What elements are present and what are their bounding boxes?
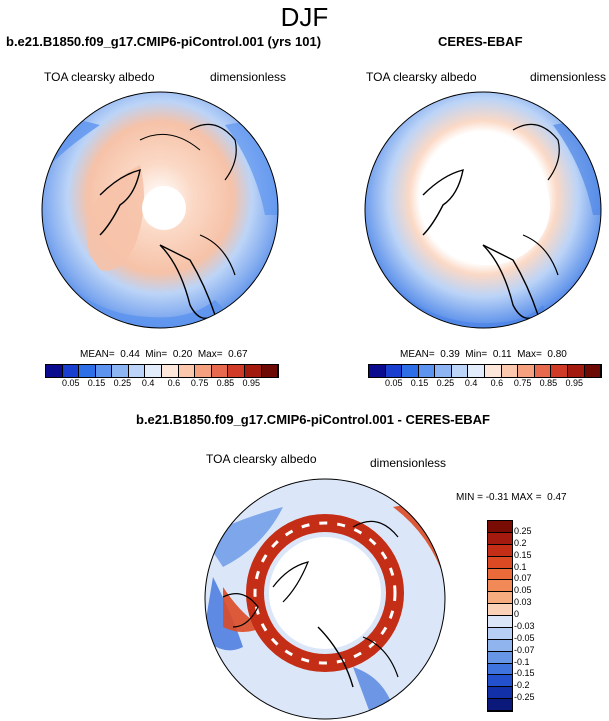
panel1-polar-map bbox=[41, 91, 279, 329]
colorbar-swatch bbox=[369, 365, 386, 377]
panel2-case-name: CERES-EBAF bbox=[438, 34, 523, 49]
colorbar-swatch bbox=[211, 365, 229, 377]
panel1-stats: MEAN= 0.44 Min= 0.20 Max= 0.67 bbox=[80, 349, 248, 360]
colorbar-swatch bbox=[244, 365, 262, 377]
colorbar-swatch bbox=[195, 365, 212, 377]
colorbar-swatch bbox=[435, 365, 452, 377]
colorbar-swatch bbox=[518, 365, 535, 377]
colorbar-tick-label: -0.07 bbox=[514, 644, 535, 655]
colorbar-tick-label: 0.05 bbox=[385, 378, 403, 388]
colorbar-swatch bbox=[488, 627, 512, 640]
panel3-units: dimensionless bbox=[370, 456, 447, 470]
colorbar-swatch bbox=[534, 365, 552, 377]
colorbar-tick-label: 0.2 bbox=[514, 537, 527, 548]
colorbar-swatch bbox=[485, 365, 502, 377]
colorbar-swatch bbox=[488, 651, 512, 664]
panel2-polar-map bbox=[364, 91, 602, 329]
colorbar-swatch bbox=[261, 365, 279, 377]
colorbar-tick-label: -0.15 bbox=[514, 668, 535, 679]
panel1-colorbar bbox=[45, 364, 279, 378]
colorbar-tick-label: 0.85 bbox=[539, 378, 558, 388]
colorbar-tick-label: 0.25 bbox=[514, 525, 532, 536]
panel1-variable: TOA clearsky albedo bbox=[44, 70, 155, 84]
colorbar-tick-label: 0.6 bbox=[490, 378, 504, 388]
colorbar-swatch bbox=[46, 365, 63, 377]
panel3-colorbar bbox=[487, 520, 513, 712]
page-title: DJF bbox=[280, 2, 329, 32]
panel2-units: dimensionless bbox=[530, 70, 607, 84]
colorbar-tick-label: 0.75 bbox=[513, 378, 532, 388]
colorbar-tick-label: 0.03 bbox=[514, 597, 532, 608]
colorbar-swatch bbox=[402, 365, 419, 377]
colorbar-swatch bbox=[567, 365, 585, 377]
colorbar-tick-label: 0.4 bbox=[141, 378, 155, 388]
panel3-colorbar-labels: 0.25 0.2 0.15 0.1 0.07 0.05 0.03 0 -0.03 -0.05 -0.… bbox=[514, 520, 554, 720]
colorbar-swatch bbox=[488, 675, 512, 688]
colorbar-swatch bbox=[488, 699, 512, 711]
colorbar-tick-label: -0.1 bbox=[514, 656, 530, 667]
colorbar-swatch bbox=[488, 592, 512, 605]
panel2-stats: MEAN= 0.39 Min= 0.11 Max= 0.80 bbox=[400, 349, 567, 360]
colorbar-swatch bbox=[551, 365, 568, 377]
colorbar-tick-label: 0 bbox=[514, 609, 520, 619]
panel2-colorbar bbox=[368, 364, 602, 378]
colorbar-swatch bbox=[488, 604, 512, 616]
colorbar-swatch bbox=[584, 365, 602, 377]
colorbar-tick-label: 0.05 bbox=[514, 585, 532, 596]
colorbar-swatch bbox=[162, 365, 179, 377]
colorbar-tick-label: 0.15 bbox=[87, 378, 106, 388]
colorbar-tick-label: 0.15 bbox=[410, 378, 429, 388]
colorbar-swatch bbox=[128, 365, 146, 377]
colorbar-swatch bbox=[488, 639, 512, 652]
colorbar-tick-label: 0.25 bbox=[113, 378, 132, 388]
colorbar-tick-label: 0.25 bbox=[436, 378, 455, 388]
colorbar-swatch bbox=[501, 365, 519, 377]
panel3-case-name: b.e21.B1850.f09_g17.CMIP6-piControl.001 … bbox=[136, 412, 490, 427]
colorbar-swatch bbox=[145, 365, 163, 377]
colorbar-tick-label: -0.2 bbox=[514, 680, 530, 691]
colorbar-swatch bbox=[488, 556, 512, 569]
colorbar-tick-label: 0.85 bbox=[216, 378, 235, 388]
colorbar-swatch bbox=[178, 365, 196, 377]
colorbar-swatch bbox=[488, 544, 512, 557]
colorbar-swatch bbox=[488, 580, 512, 593]
colorbar-tick-label: -0.25 bbox=[514, 692, 535, 703]
colorbar-swatch bbox=[488, 663, 512, 676]
colorbar-swatch bbox=[418, 365, 436, 377]
colorbar-tick-label: 0.05 bbox=[62, 378, 80, 388]
colorbar-swatch bbox=[79, 365, 96, 377]
panel3-polar-map bbox=[204, 478, 446, 720]
colorbar-tick-label: 0.95 bbox=[242, 378, 260, 388]
colorbar-swatch bbox=[451, 365, 469, 377]
panel1-colorbar-labels: 0.05 0.15 0.25 0.4 0.6 0.75 0.85 0.95 bbox=[45, 378, 279, 390]
panel1-case-name: b.e21.B1850.f09_g17.CMIP6-piControl.001 … bbox=[6, 34, 322, 49]
colorbar-tick-label: 0.15 bbox=[514, 549, 532, 560]
panel3-stats: MIN = -0.31 MAX = 0.47 bbox=[456, 492, 567, 503]
colorbar-tick-label: 0.75 bbox=[190, 378, 209, 388]
colorbar-swatch bbox=[468, 365, 486, 377]
colorbar-tick-label: -0.05 bbox=[514, 632, 535, 643]
colorbar-swatch bbox=[95, 365, 113, 377]
colorbar-swatch bbox=[62, 365, 80, 377]
colorbar-tick-label: -0.03 bbox=[514, 620, 535, 631]
colorbar-swatch bbox=[488, 687, 512, 700]
colorbar-tick-label: 0.95 bbox=[565, 378, 583, 388]
panel2-variable: TOA clearsky albedo bbox=[366, 70, 477, 84]
colorbar-swatch bbox=[488, 521, 512, 533]
colorbar-swatch bbox=[488, 616, 512, 628]
colorbar-swatch bbox=[385, 365, 403, 377]
colorbar-tick-label: 0.6 bbox=[167, 378, 181, 388]
colorbar-tick-label: 0.07 bbox=[514, 573, 532, 584]
colorbar-tick-label: 0.4 bbox=[464, 378, 478, 388]
panel3-variable: TOA clearsky albedo bbox=[206, 452, 317, 466]
colorbar-swatch bbox=[488, 532, 512, 545]
colorbar-swatch bbox=[228, 365, 245, 377]
colorbar-swatch bbox=[112, 365, 129, 377]
colorbar-tick-label: 0.1 bbox=[514, 561, 527, 572]
panel1-units: dimensionless bbox=[210, 70, 287, 84]
colorbar-swatch bbox=[488, 568, 512, 581]
panel2-colorbar-labels: 0.05 0.15 0.25 0.4 0.6 0.75 0.85 0.95 bbox=[368, 378, 602, 390]
